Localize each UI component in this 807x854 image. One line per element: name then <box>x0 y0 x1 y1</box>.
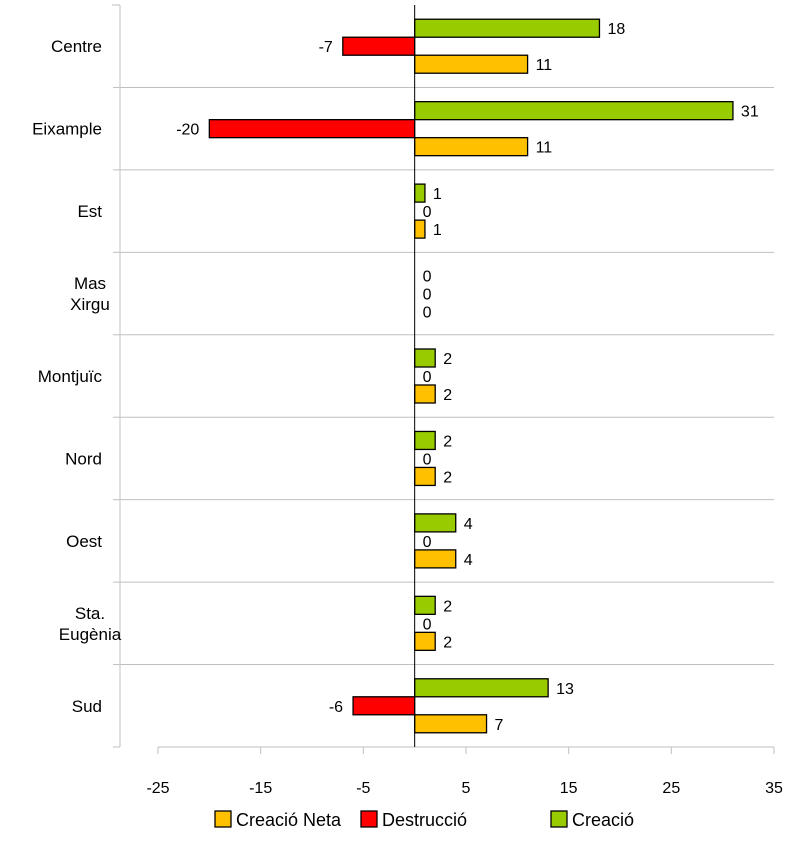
legend-swatch <box>360 810 378 828</box>
data-label: 13 <box>556 681 574 698</box>
bar <box>414 54 529 74</box>
data-label: 0 <box>423 305 432 322</box>
category-label: Oest <box>66 532 102 551</box>
bar <box>414 466 436 487</box>
data-label: 0 <box>423 534 432 551</box>
data-label: -7 <box>319 39 333 56</box>
data-label: 0 <box>423 287 432 304</box>
bar <box>414 219 426 239</box>
data-label: -20 <box>176 122 199 139</box>
category-label-line: Sta. <box>75 604 105 623</box>
legend-label: Creació <box>572 810 634 830</box>
category-label: Est <box>77 202 102 221</box>
category-label-line: Centre <box>51 37 102 56</box>
category-label-line: Mas <box>74 274 106 293</box>
x-tick-label: 5 <box>462 780 471 797</box>
category-label-line: Eixample <box>32 120 102 139</box>
data-label: 31 <box>741 104 759 121</box>
category-label-line: Eugènia <box>59 625 122 644</box>
data-label: 11 <box>536 140 553 157</box>
bar <box>208 119 416 139</box>
category-label: Eixample <box>32 120 102 139</box>
x-tick-label: -15 <box>249 780 272 797</box>
x-tick-label: 35 <box>765 780 783 797</box>
labels: Centre Eixample Est Mas Xirgu Montjuïc Nord Oes… <box>32 21 759 734</box>
data-label: 11 <box>536 57 553 74</box>
bar <box>352 696 416 716</box>
data-label: 0 <box>423 269 432 286</box>
legend-label: Creació Neta <box>236 810 342 830</box>
bar <box>414 183 426 203</box>
x-tick-label: -25 <box>146 780 169 797</box>
bar <box>414 384 436 404</box>
category-label-line: Oest <box>66 532 102 551</box>
category-label-line: Xirgu <box>70 295 110 314</box>
x-tick-label: 15 <box>560 780 578 797</box>
data-label: 2 <box>443 634 452 651</box>
bar <box>414 101 734 121</box>
data-label: 4 <box>464 552 473 569</box>
category-label: Montjuïc <box>38 367 103 386</box>
gridlines <box>120 86 774 666</box>
legend-swatch <box>214 810 232 828</box>
bar <box>342 36 416 56</box>
data-label: -6 <box>329 699 343 716</box>
category-label-line: Sud <box>72 697 102 716</box>
legend: Creació Neta Destrucció Creació <box>214 810 634 830</box>
category-label-line: Est <box>77 202 102 221</box>
bar <box>414 678 549 698</box>
data-label: 2 <box>443 598 452 615</box>
data-label: 0 <box>423 369 432 386</box>
bar <box>414 348 436 368</box>
legend-swatch <box>550 810 568 828</box>
data-label: 2 <box>443 469 452 486</box>
category-label: Sud <box>72 697 102 716</box>
bar <box>414 595 436 615</box>
data-label: 0 <box>423 204 432 221</box>
category-label: Sta. Eugènia <box>59 604 122 644</box>
x-tick-label: 25 <box>662 780 680 797</box>
data-label: 2 <box>443 433 452 450</box>
data-label: 7 <box>495 717 504 734</box>
data-label: 1 <box>433 186 442 203</box>
category-label-line: Nord <box>65 449 102 468</box>
data-label: 1 <box>433 222 442 239</box>
data-label: 18 <box>607 21 625 38</box>
category-label: Centre <box>51 37 102 56</box>
category-label: Nord <box>65 449 102 468</box>
data-label: 2 <box>443 351 452 368</box>
bar <box>414 513 457 533</box>
data-label: 0 <box>423 616 432 633</box>
bar <box>414 18 601 38</box>
bar <box>414 631 436 651</box>
data-label: 0 <box>423 451 432 468</box>
data-label: 2 <box>443 387 452 404</box>
data-label: 4 <box>464 516 473 533</box>
x-tick-label: -5 <box>356 780 370 797</box>
axes: -25 -15 -5 5 15 25 35 <box>112 4 783 797</box>
bar <box>414 430 436 451</box>
bar <box>414 714 488 734</box>
bar <box>414 549 457 569</box>
category-label: Mas Xirgu <box>70 274 110 314</box>
bars <box>208 18 734 734</box>
legend-label: Destrucció <box>382 810 467 830</box>
category-label-line: Montjuïc <box>38 367 103 386</box>
bar <box>414 137 529 157</box>
